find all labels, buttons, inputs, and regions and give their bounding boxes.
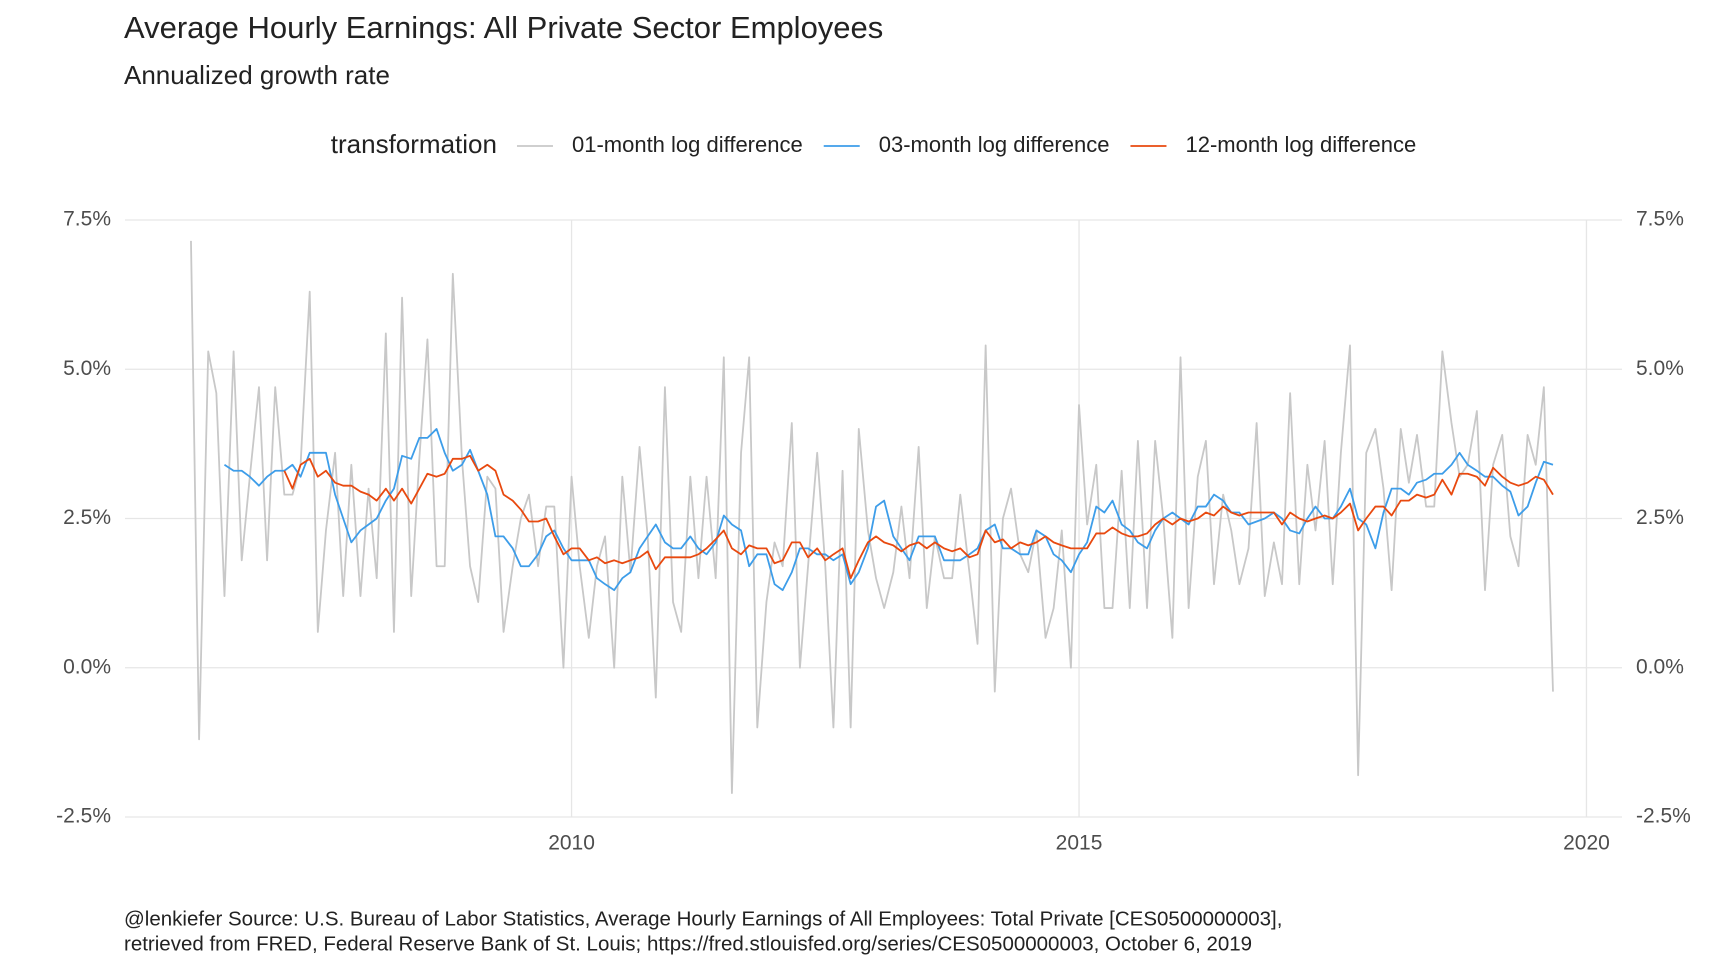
y2-tick-label: -2.5% xyxy=(1636,805,1691,828)
grid: -2.5% 0.0% 2.5% 5.0% 7.5% -2.5% 0.0% 2.5% 5.0% 7.… xyxy=(56,208,1691,855)
y-tick-label: 5.0% xyxy=(63,357,111,380)
y-tick-label: 7.5% xyxy=(63,208,111,231)
y2-tick-label: 7.5% xyxy=(1636,208,1684,231)
y-tick-label: 2.5% xyxy=(63,506,111,529)
y-tick-label: -2.5% xyxy=(56,805,111,828)
y2-tick-label: 5.0% xyxy=(1636,357,1684,380)
series-line xyxy=(283,454,1554,580)
legend-label: 12-month log difference xyxy=(1185,132,1416,157)
x-tick-label: 2020 xyxy=(1563,832,1610,855)
y2-tick-label: 0.0% xyxy=(1636,655,1684,678)
legend-label: 01-month log difference xyxy=(572,132,803,157)
caption-line: @lenkiefer Source: U.S. Bureau of Labor … xyxy=(124,907,1282,930)
legend-title: transformation xyxy=(331,129,497,159)
caption-line: retrieved from FRED, Federal Reserve Ban… xyxy=(124,932,1252,955)
x-tick-label: 2010 xyxy=(548,832,595,855)
x-tick-label: 2015 xyxy=(1056,832,1103,855)
chart-subtitle: Annualized growth rate xyxy=(124,60,390,90)
series-line xyxy=(190,240,1554,795)
y2-tick-label: 2.5% xyxy=(1636,506,1684,529)
plot-lines xyxy=(190,240,1554,795)
legend-label: 03-month log difference xyxy=(879,132,1110,157)
y-tick-label: 0.0% xyxy=(63,655,111,678)
chart-title: Average Hourly Earnings: All Private Sec… xyxy=(124,10,883,45)
legend: transformation 01-month log difference 03-… xyxy=(331,129,1416,159)
